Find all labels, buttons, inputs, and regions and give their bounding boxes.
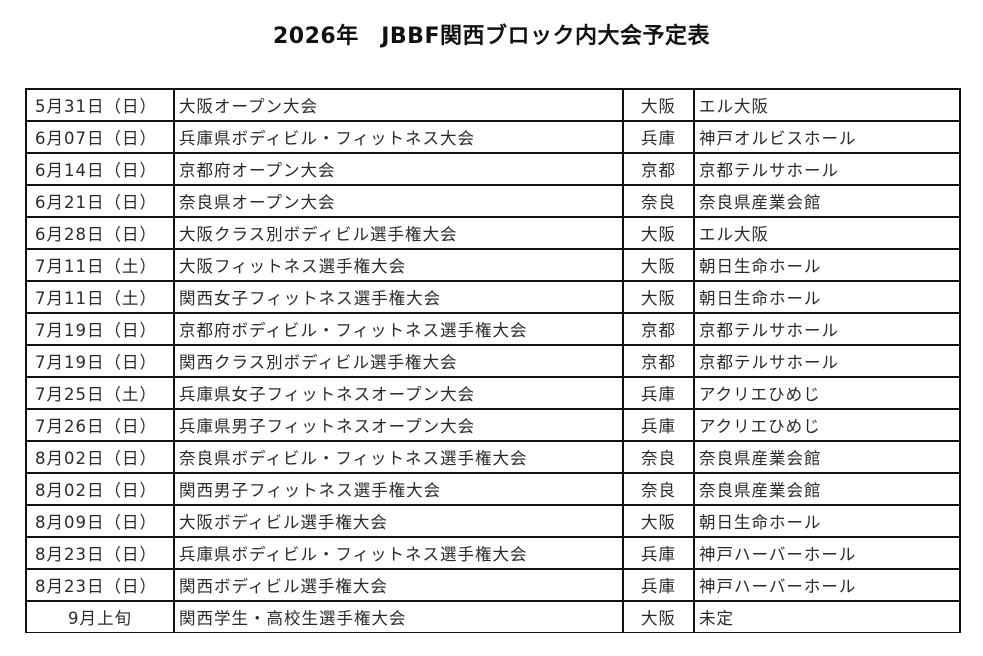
date-cell: 5月31日（日） [25,88,175,122]
prefecture-cell: 大阪 [622,216,695,250]
date-cell: 6月07日（日） [25,120,175,154]
prefecture-cell: 奈良 [622,472,695,506]
date-cell: 7月26日（日） [25,408,175,442]
date-cell: 7月11日（土） [25,280,175,314]
event-cell: 関西ボディビル選手権大会 [173,568,624,602]
table-row: 7月26日（日） 兵庫県男子フィットネスオープン大会 兵庫 アクリエひめじ [25,408,961,442]
prefecture-cell: 大阪 [622,504,695,538]
table-row: 7月19日（日） 関西クラス別ボディビル選手権大会 京都 京都テルサホール [25,344,961,378]
date-cell: 6月14日（日） [25,152,175,186]
date-cell: 7月25日（土） [25,376,175,410]
event-cell: 関西女子フィットネス選手権大会 [173,280,624,314]
venue-cell: 神戸ハーバーホール [693,568,961,602]
date-cell: 9月上旬 [25,600,175,633]
table-row: 8月09日（日） 大阪ボディビル選手権大会 大阪 朝日生命ホール [25,504,961,538]
venue-cell: エル大阪 [693,216,961,250]
venue-cell: 神戸オルビスホール [693,120,961,154]
event-cell: 関西学生・高校生選手権大会 [173,600,624,633]
event-cell: 兵庫県女子フィットネスオープン大会 [173,376,624,410]
date-cell: 8月02日（日） [25,440,175,474]
prefecture-cell: 大阪 [622,600,695,633]
venue-cell: 奈良県産業会館 [693,472,961,506]
venue-cell: 朝日生命ホール [693,280,961,314]
prefecture-cell: 大阪 [622,88,695,122]
table-row: 7月11日（土） 関西女子フィットネス選手権大会 大阪 朝日生命ホール [25,280,961,314]
venue-cell: 朝日生命ホール [693,504,961,538]
date-cell: 8月23日（日） [25,568,175,602]
date-cell: 7月11日（土） [25,248,175,282]
event-cell: 大阪フィットネス選手権大会 [173,248,624,282]
event-cell: 奈良県オープン大会 [173,184,624,218]
table-row: 7月11日（土） 大阪フィットネス選手権大会 大阪 朝日生命ホール [25,248,961,282]
venue-cell: アクリエひめじ [693,376,961,410]
date-cell: 7月19日（日） [25,344,175,378]
table-row: 8月02日（日） 奈良県ボディビル・フィットネス選手権大会 奈良 奈良県産業会館 [25,440,961,474]
event-cell: 大阪ボディビル選手権大会 [173,504,624,538]
table-row: 8月23日（日） 関西ボディビル選手権大会 兵庫 神戸ハーバーホール [25,568,961,602]
table-row: 8月02日（日） 関西男子フィットネス選手権大会 奈良 奈良県産業会館 [25,472,961,506]
venue-cell: 京都テルサホール [693,312,961,346]
prefecture-cell: 奈良 [622,184,695,218]
prefecture-cell: 奈良 [622,440,695,474]
table-row: 6月28日（日） 大阪クラス別ボディビル選手権大会 大阪 エル大阪 [25,216,961,250]
event-cell: 兵庫県ボディビル・フィットネス大会 [173,120,624,154]
venue-cell: 奈良県産業会館 [693,440,961,474]
venue-cell: 奈良県産業会館 [693,184,961,218]
venue-cell: 京都テルサホール [693,152,961,186]
date-cell: 8月09日（日） [25,504,175,538]
prefecture-cell: 兵庫 [622,408,695,442]
table-row: 7月19日（日） 京都府ボディビル・フィットネス選手権大会 京都 京都テルサホール [25,312,961,346]
venue-cell: 京都テルサホール [693,344,961,378]
event-cell: 奈良県ボディビル・フィットネス選手権大会 [173,440,624,474]
event-cell: 関西男子フィットネス選手権大会 [173,472,624,506]
table-row: 6月14日（日） 京都府オープン大会 京都 京都テルサホール [25,152,961,186]
event-cell: 兵庫県男子フィットネスオープン大会 [173,408,624,442]
prefecture-cell: 京都 [622,344,695,378]
date-cell: 6月21日（日） [25,184,175,218]
prefecture-cell: 兵庫 [622,536,695,570]
prefecture-cell: 京都 [622,312,695,346]
venue-cell: エル大阪 [693,88,961,122]
venue-cell: 朝日生命ホール [693,248,961,282]
date-cell: 6月28日（日） [25,216,175,250]
schedule-table: 5月31日（日） 大阪オープン大会 大阪 エル大阪 6月07日（日） 兵庫県ボディビル・フ… [25,88,961,633]
prefecture-cell: 兵庫 [622,568,695,602]
table-row: 5月31日（日） 大阪オープン大会 大阪 エル大阪 [25,88,961,122]
event-cell: 関西クラス別ボディビル選手権大会 [173,344,624,378]
prefecture-cell: 京都 [622,152,695,186]
event-cell: 京都府ボディビル・フィットネス選手権大会 [173,312,624,346]
event-cell: 京都府オープン大会 [173,152,624,186]
date-cell: 7月19日（日） [25,312,175,346]
table-row: 8月23日（日） 兵庫県ボディビル・フィットネス選手権大会 兵庫 神戸ハーバーホール [25,536,961,570]
event-cell: 大阪クラス別ボディビル選手権大会 [173,216,624,250]
prefecture-cell: 大阪 [622,248,695,282]
venue-cell: 未定 [693,600,961,633]
event-cell: 兵庫県ボディビル・フィットネス選手権大会 [173,536,624,570]
prefecture-cell: 兵庫 [622,120,695,154]
prefecture-cell: 兵庫 [622,376,695,410]
table-row: 6月21日（日） 奈良県オープン大会 奈良 奈良県産業会館 [25,184,961,218]
venue-cell: 神戸ハーバーホール [693,536,961,570]
table-row: 7月25日（土） 兵庫県女子フィットネスオープン大会 兵庫 アクリエひめじ [25,376,961,410]
page-title: 2026年 JBBF関西ブロック内大会予定表 [273,24,710,49]
table-row: 6月07日（日） 兵庫県ボディビル・フィットネス大会 兵庫 神戸オルビスホール [25,120,961,154]
event-cell: 大阪オープン大会 [173,88,624,122]
prefecture-cell: 大阪 [622,280,695,314]
date-cell: 8月02日（日） [25,472,175,506]
table-row: 9月上旬 関西学生・高校生選手権大会 大阪 未定 [25,600,961,633]
date-cell: 8月23日（日） [25,536,175,570]
venue-cell: アクリエひめじ [693,408,961,442]
